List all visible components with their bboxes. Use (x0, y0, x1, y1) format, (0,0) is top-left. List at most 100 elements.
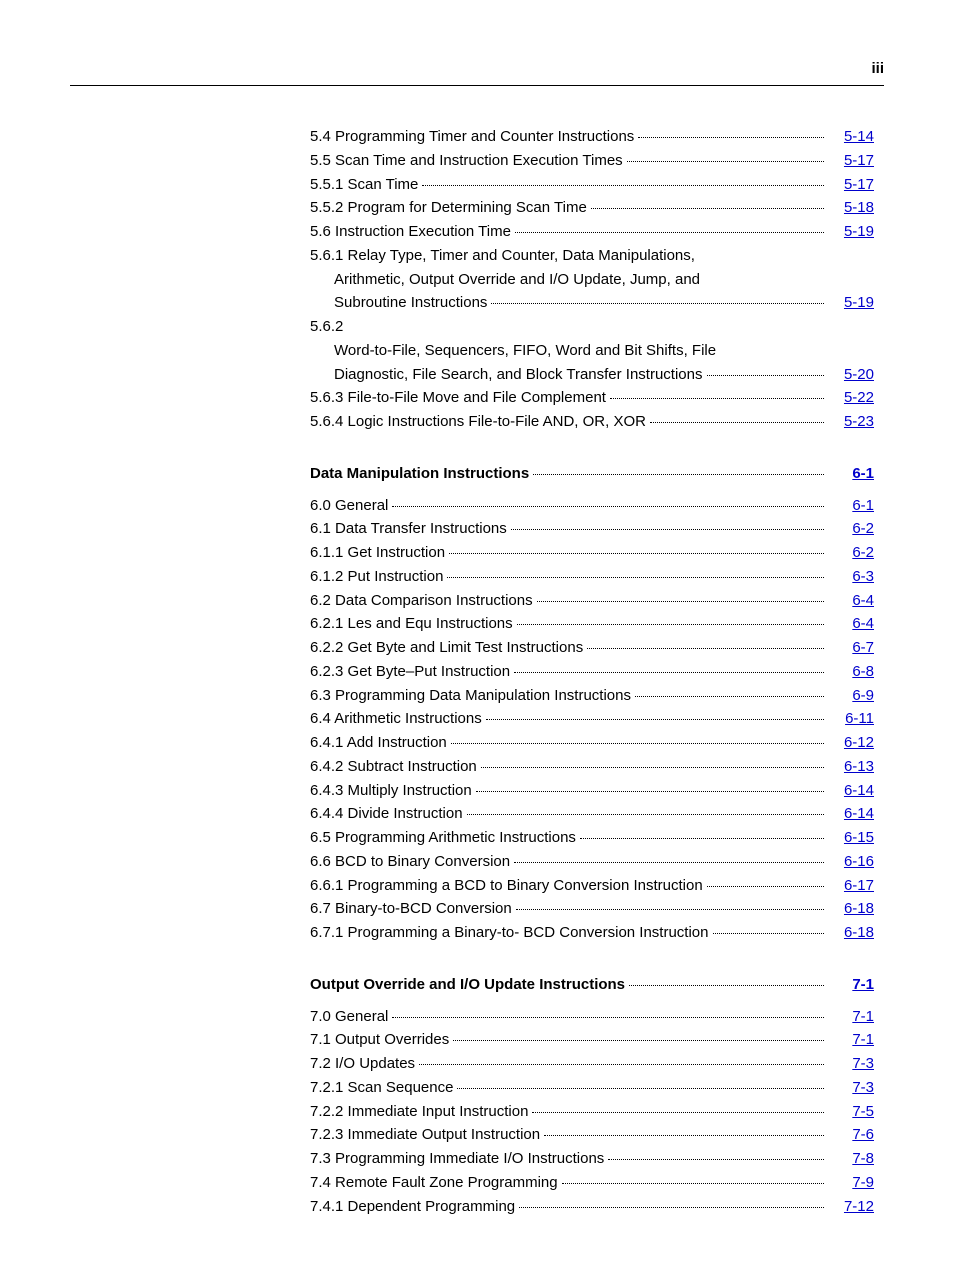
toc-entry: 6.5 Programming Arithmetic Instructions … (310, 827, 874, 849)
toc-leader-dots (517, 624, 824, 625)
toc-text: 6.4.1 Add Instruction (310, 732, 447, 754)
toc-leader-dots (392, 1017, 824, 1018)
toc-text: 5.6.2 (310, 318, 343, 335)
toc-page-link[interactable]: 7-3 (828, 1053, 874, 1075)
toc-entry: 6.4.2 Subtract Instruction 6-13 (310, 756, 874, 778)
toc-page-link[interactable]: 7-1 (828, 1029, 874, 1051)
toc-text: 6.2.3 Get Byte–Put Instruction (310, 661, 510, 683)
toc-leader-dots (707, 886, 824, 887)
section-gap (310, 435, 874, 463)
toc-page-link[interactable]: 5-23 (828, 411, 874, 433)
toc-page-link[interactable]: 6-2 (828, 542, 874, 564)
toc-leader-dots (638, 137, 824, 138)
toc-entry: 5.5.2 Program for Determining Scan Time … (310, 197, 874, 219)
toc-page-link[interactable]: 6-13 (828, 756, 874, 778)
toc-page-link[interactable]: 6-1 (828, 463, 874, 485)
toc-page-link[interactable]: 5-17 (828, 174, 874, 196)
toc-page-link[interactable]: 6-14 (828, 803, 874, 825)
toc-entry: 6.7 Binary-to-BCD Conversion 6-18 (310, 898, 874, 920)
toc-page-link[interactable]: 6-4 (828, 613, 874, 635)
toc-text: 6.6 BCD to Binary Conversion (310, 851, 510, 873)
toc-page-link[interactable]: 6-4 (828, 590, 874, 612)
toc-page-link[interactable]: 7-5 (828, 1101, 874, 1123)
toc-page-link[interactable]: 5-20 (828, 364, 874, 386)
toc-page-link[interactable]: 6-14 (828, 780, 874, 802)
toc-text: 5.4 Programming Timer and Counter Instru… (310, 126, 634, 148)
toc-page-link[interactable]: 7-1 (828, 974, 874, 996)
toc-leader-dots (532, 1112, 824, 1113)
toc-page-link[interactable]: 5-18 (828, 197, 874, 219)
toc-leader-dots (422, 185, 824, 186)
toc-page-link[interactable]: 6-17 (828, 875, 874, 897)
toc-text: 6.1 Data Transfer Instructions (310, 518, 507, 540)
toc-page-link[interactable]: 6-9 (828, 685, 874, 707)
toc-page-link[interactable]: 6-2 (828, 518, 874, 540)
toc-entry: 7.3 Programming Immediate I/O Instructio… (310, 1148, 874, 1170)
toc-leader-dots (457, 1088, 824, 1089)
toc-page-link[interactable]: 6-18 (828, 898, 874, 920)
toc-text: Output Override and I/O Update Instructi… (310, 974, 625, 996)
toc-text: 5.6.1 Relay Type, Timer and Counter, Dat… (310, 247, 695, 264)
gap (310, 998, 874, 1006)
toc-page-link[interactable]: 5-22 (828, 387, 874, 409)
section-gap (310, 946, 874, 974)
toc-page-link[interactable]: 6-16 (828, 851, 874, 873)
toc-page-link[interactable]: 6-3 (828, 566, 874, 588)
toc-heading: Output Override and I/O Update Instructi… (310, 974, 874, 996)
toc-page-link[interactable]: 6-18 (828, 922, 874, 944)
toc-content: 5.4 Programming Timer and Counter Instru… (310, 126, 874, 1217)
toc-page-link[interactable]: 7-1 (828, 1006, 874, 1028)
toc-entry: 6.1.2 Put Instruction 6-3 (310, 566, 874, 588)
page-number: iii (70, 60, 884, 77)
toc-entry: 5.6.1 Relay Type, Timer and Counter, Dat… (310, 245, 874, 267)
toc-text: 5.5.1 Scan Time (310, 174, 418, 196)
toc-leader-dots (481, 767, 824, 768)
toc-page-link[interactable]: 5-19 (828, 292, 874, 314)
toc-text: 6.4.4 Divide Instruction (310, 803, 463, 825)
toc-leader-dots (591, 208, 824, 209)
toc-text: Arithmetic, Output Override and I/O Upda… (334, 271, 700, 288)
toc-page-link[interactable]: 6-8 (828, 661, 874, 683)
toc-page-link[interactable]: 5-14 (828, 126, 874, 148)
toc-page-link[interactable]: 7-12 (828, 1196, 874, 1218)
toc-entry: 5.6.3 File-to-File Move and File Complem… (310, 387, 874, 409)
top-rule (70, 85, 884, 86)
toc-page-link[interactable]: 6-15 (828, 827, 874, 849)
toc-entry: 6.4 Arithmetic Instructions 6-11 (310, 708, 874, 730)
toc-entry: 5.5.1 Scan Time 5-17 (310, 174, 874, 196)
toc-page-link[interactable]: 7-8 (828, 1148, 874, 1170)
toc-page-link[interactable]: 7-3 (828, 1077, 874, 1099)
toc-page-link[interactable]: 7-9 (828, 1172, 874, 1194)
toc-entry: Subroutine Instructions 5-19 (334, 292, 874, 314)
toc-page-link[interactable]: 6-12 (828, 732, 874, 754)
toc-page-link[interactable]: 5-19 (828, 221, 874, 243)
toc-text: Diagnostic, File Search, and Block Trans… (334, 364, 703, 386)
toc-entry: 7.2 I/O Updates 7-3 (310, 1053, 874, 1075)
toc-page-link[interactable]: 6-1 (828, 495, 874, 517)
toc-text: 6.6.1 Programming a BCD to Binary Conver… (310, 875, 703, 897)
toc-leader-dots (629, 985, 824, 986)
toc-page-link[interactable]: 6-11 (828, 708, 874, 730)
toc-text: 6.7 Binary-to-BCD Conversion (310, 898, 512, 920)
toc-page-link[interactable]: 6-7 (828, 637, 874, 659)
toc-leader-dots (562, 1183, 824, 1184)
toc-leader-dots (519, 1207, 824, 1208)
toc-entry: 5.6.4 Logic Instructions File-to-File AN… (310, 411, 874, 433)
toc-heading: Data Manipulation Instructions 6-1 (310, 463, 874, 485)
toc-text: 6.4.2 Subtract Instruction (310, 756, 477, 778)
toc-text: 6.7.1 Programming a Binary-to- BCD Conve… (310, 922, 709, 944)
toc-page-link[interactable]: 5-17 (828, 150, 874, 172)
toc-text: 7.0 General (310, 1006, 388, 1028)
toc-entry: 7.4 Remote Fault Zone Programming 7-9 (310, 1172, 874, 1194)
toc-leader-dots (486, 719, 824, 720)
toc-leader-dots (511, 529, 824, 530)
toc-text: 5.6 Instruction Execution Time (310, 221, 511, 243)
toc-text: 6.2.2 Get Byte and Limit Test Instructio… (310, 637, 583, 659)
toc-leader-dots (453, 1040, 824, 1041)
toc-page-link[interactable]: 7-6 (828, 1124, 874, 1146)
toc-leader-dots (449, 553, 824, 554)
toc-text: 6.3 Programming Data Manipulation Instru… (310, 685, 631, 707)
toc-text: 5.5.2 Program for Determining Scan Time (310, 197, 587, 219)
toc-entry-continuation: Word-to-File, Sequencers, FIFO, Word and… (334, 340, 874, 362)
toc-entry: 6.2 Data Comparison Instructions 6-4 (310, 590, 874, 612)
